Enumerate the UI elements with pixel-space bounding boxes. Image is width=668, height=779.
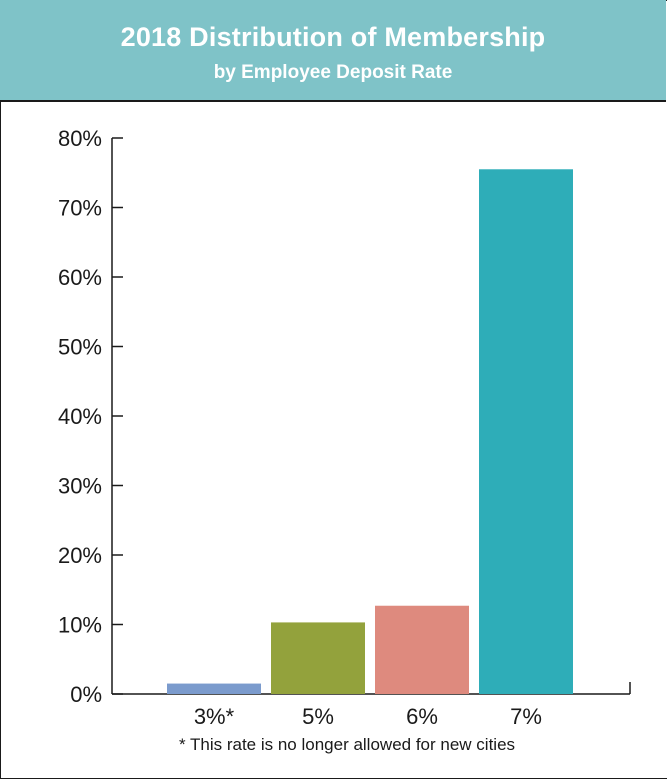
x-tick-label: 6%: [406, 704, 438, 729]
chart-header: 2018 Distribution of Membership by Emplo…: [0, 0, 666, 102]
x-tick-label: 7%: [510, 704, 542, 729]
y-tick-label: 60%: [58, 265, 102, 290]
bar-6: [375, 605, 469, 694]
chart-subtitle: by Employee Deposit Rate: [213, 62, 453, 83]
bar-5: [271, 622, 365, 694]
chart-title: 2018 Distribution of Membership: [120, 22, 546, 52]
y-tick-label: 30%: [58, 474, 102, 499]
y-tick-label: 10%: [58, 613, 102, 638]
x-tick-label: 3%*: [194, 704, 235, 729]
y-tick-label: 50%: [58, 335, 102, 360]
y-tick-label: 0%: [70, 682, 102, 707]
y-tick-label: 70%: [58, 196, 102, 221]
bar-3: [167, 683, 261, 694]
x-tick-label: 5%: [302, 704, 334, 729]
bar-7: [479, 169, 573, 694]
y-tick-label: 80%: [58, 126, 102, 151]
y-tick-label: 20%: [58, 543, 102, 568]
chart-footnote: * This rate is no longer allowed for new…: [179, 735, 515, 754]
y-tick-label: 40%: [58, 404, 102, 429]
